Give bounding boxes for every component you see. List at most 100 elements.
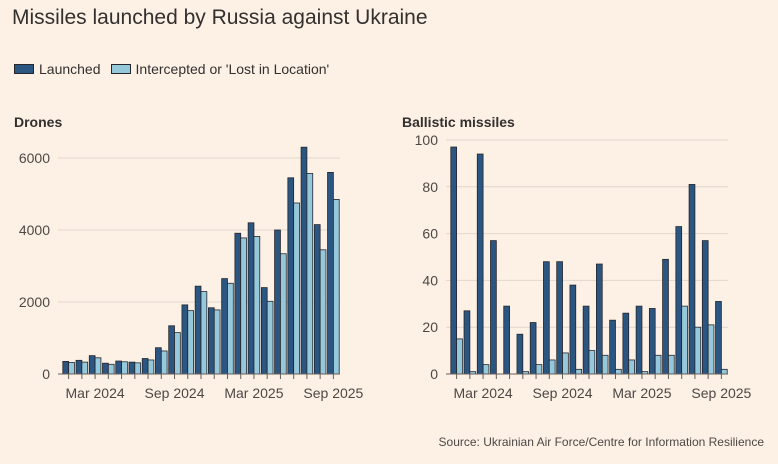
- bar-intercepted: [227, 282, 234, 375]
- bar-launched: [260, 287, 268, 375]
- source-note: Source: Ukrainian Air Force/Centre for I…: [438, 435, 764, 449]
- bar-launched: [115, 360, 122, 375]
- bar-intercepted: [535, 364, 543, 375]
- bar-launched: [102, 362, 109, 375]
- bar-launched: [662, 258, 669, 375]
- drones-panel-title: Drones: [14, 114, 63, 130]
- bar-launched: [675, 226, 683, 375]
- bar-launched: [62, 360, 70, 375]
- y-tick-label: 0: [430, 366, 438, 382]
- legend-swatch-intercepted: [110, 64, 131, 74]
- x-tick-label: Mar 2024: [454, 385, 513, 401]
- bar-intercepted: [575, 368, 582, 375]
- bar-launched: [75, 359, 83, 375]
- bar-intercepted: [200, 291, 208, 375]
- bar-launched: [556, 261, 563, 375]
- bar-launched: [88, 355, 96, 375]
- bar-launched: [582, 305, 590, 375]
- bar-intercepted: [94, 357, 102, 375]
- bar-intercepted: [482, 364, 490, 375]
- y-tick-label: 0: [42, 366, 50, 382]
- bar-launched: [141, 358, 149, 375]
- bar-launched: [516, 333, 524, 375]
- bar-launched: [181, 304, 189, 375]
- bar-intercepted: [456, 338, 463, 375]
- y-tick-label: 6000: [19, 150, 50, 166]
- bar-intercepted: [319, 249, 327, 375]
- bar-launched: [327, 171, 334, 375]
- drones-chart: 0 2000 4000 6000 Mar 2024 Sep 2024 Mar 2025 Sep…: [19, 146, 364, 401]
- bar-intercepted: [293, 202, 300, 375]
- x-tick-label: Sep 2025: [303, 385, 363, 401]
- bar-intercepted: [332, 198, 340, 375]
- bar-launched: [648, 308, 656, 375]
- bar-intercepted: [174, 332, 181, 375]
- bar-launched: [313, 224, 321, 375]
- bar-intercepted: [681, 305, 688, 375]
- bar-launched: [247, 222, 255, 375]
- legend-swatch-launched: [14, 64, 34, 74]
- bar-launched: [609, 319, 616, 375]
- bar-launched: [128, 361, 136, 375]
- bar-launched: [476, 153, 484, 375]
- bar-intercepted: [68, 362, 75, 375]
- bar-launched: [715, 301, 722, 375]
- y-tick-label: 100: [415, 132, 439, 148]
- x-tick-label: Mar 2024: [66, 385, 125, 401]
- y-tick-label: 4000: [19, 222, 50, 238]
- bar-intercepted: [147, 359, 155, 375]
- bar-launched: [168, 325, 175, 375]
- y-tick-label: 80: [422, 179, 438, 195]
- bar-intercepted: [213, 309, 221, 375]
- bar-intercepted: [588, 350, 596, 375]
- y-tick-label: 40: [422, 272, 438, 288]
- bar-launched: [622, 312, 630, 375]
- y-tick-label: 60: [422, 226, 438, 242]
- x-tick-label: Mar 2025: [612, 385, 671, 401]
- bar-intercepted: [160, 350, 168, 375]
- bar-intercepted: [694, 326, 702, 375]
- bar-intercepted: [562, 352, 569, 375]
- bar-intercepted: [668, 354, 675, 375]
- bar-launched: [221, 278, 228, 375]
- x-tick-label: Sep 2024: [145, 385, 205, 401]
- legend-label-launched: Launched: [39, 61, 101, 77]
- bar-launched: [287, 177, 295, 375]
- bar-launched: [688, 184, 696, 375]
- bar-launched: [503, 305, 510, 375]
- legend-item-launched: Launched: [14, 61, 101, 77]
- bar-intercepted: [134, 362, 142, 375]
- bar-intercepted: [240, 237, 247, 375]
- x-tick-label: Mar 2025: [224, 385, 283, 401]
- bar-launched: [274, 229, 281, 375]
- bar-launched: [450, 146, 458, 375]
- bar-intercepted: [266, 300, 274, 375]
- bar-launched: [463, 310, 471, 375]
- ballistic-missiles-chart: 0 20 40 60 80 100 Mar 2024 Sep 2024 Mar 2025 Sep …: [415, 132, 752, 401]
- bar-launched: [596, 263, 603, 375]
- bar-launched: [543, 261, 550, 375]
- bar-launched: [208, 307, 215, 375]
- bar-intercepted: [720, 368, 728, 375]
- bar-intercepted: [280, 253, 287, 375]
- legend: Launched Intercepted or 'Lost in Locatio…: [14, 61, 339, 77]
- bar-launched: [490, 240, 497, 375]
- bar-launched: [234, 232, 242, 375]
- bar-intercepted: [548, 359, 556, 375]
- bar-intercepted: [81, 361, 89, 375]
- bar-intercepted: [306, 173, 314, 375]
- legend-label-intercepted: Intercepted or 'Lost in Location': [135, 61, 330, 77]
- x-tick-label: Sep 2025: [691, 385, 751, 401]
- bar-launched: [635, 305, 643, 375]
- bar-intercepted: [107, 363, 115, 375]
- bar-launched: [194, 285, 202, 375]
- bar-launched: [300, 146, 308, 375]
- bar-intercepted: [121, 361, 128, 375]
- bar-intercepted: [628, 359, 635, 375]
- bar-launched: [155, 347, 162, 375]
- bar-launched: [701, 240, 709, 375]
- bar-launched: [529, 322, 537, 375]
- y-tick-label: 2000: [19, 294, 50, 310]
- chart-title: Missiles launched by Russia against Ukra…: [12, 6, 428, 29]
